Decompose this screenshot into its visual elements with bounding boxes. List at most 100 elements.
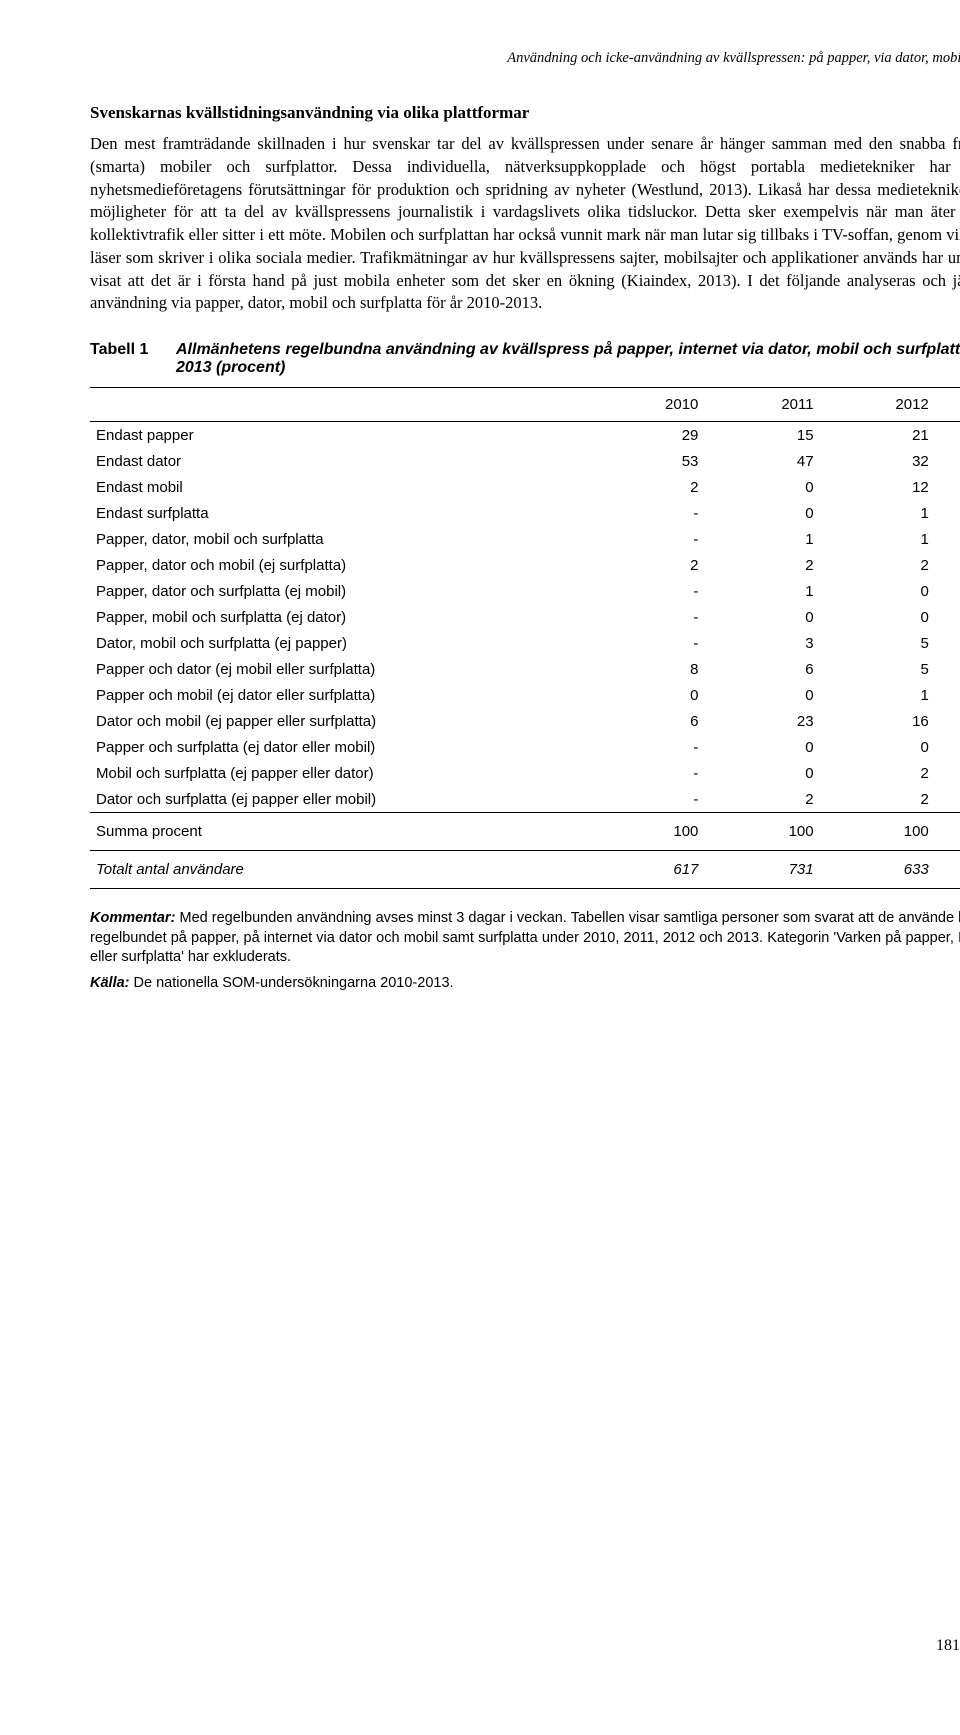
table-row: Papper, dator, mobil och surfplatta-111 (90, 526, 960, 552)
cell: 3 (935, 760, 960, 786)
col-header: 2011 (704, 388, 819, 422)
cell: Summa procent (90, 813, 589, 851)
cell: Papper, dator, mobil och surfplatta (90, 526, 589, 552)
cell: 8 (589, 656, 704, 682)
cell: 2 (589, 474, 704, 500)
cell: 100 (935, 813, 960, 851)
cell: 5 (820, 630, 935, 656)
cell: 17 (935, 422, 960, 449)
cell: - (589, 786, 704, 813)
cell: 100 (589, 813, 704, 851)
table-caption: Tabell 1 Allmänhetens regelbundna använd… (90, 341, 960, 377)
cell: 100 (820, 813, 935, 851)
cell: 2 (935, 682, 960, 708)
table-row: Dator, mobil och surfplatta (ej papper)-… (90, 630, 960, 656)
cell: 53 (589, 448, 704, 474)
cell: Endast mobil (90, 474, 589, 500)
data-table: 2010 2011 2012 2013 Endast papper2915211… (90, 387, 960, 889)
table-row: Papper och dator (ej mobil eller surfpla… (90, 656, 960, 682)
table-row: Papper och mobil (ej dator eller surfpla… (90, 682, 960, 708)
cell: 2 (820, 786, 935, 813)
table-label: Tabell 1 (90, 341, 176, 377)
cell: - (589, 734, 704, 760)
table-source: Källa: De nationella SOM-undersökningarn… (90, 974, 960, 994)
cell: 0 (704, 604, 819, 630)
table-row: Papper, dator och surfplatta (ej mobil)-… (90, 578, 960, 604)
cell: 1 (935, 526, 960, 552)
cell: 2 (704, 786, 819, 813)
cell: 47 (704, 448, 819, 474)
table-row: Endast surfplatta-013 (90, 500, 960, 526)
cell: - (589, 526, 704, 552)
cell: 6 (704, 656, 819, 682)
cell: 15 (704, 422, 819, 449)
cell: Endast surfplatta (90, 500, 589, 526)
cell: Papper, dator och surfplatta (ej mobil) (90, 578, 589, 604)
cell: 0 (935, 734, 960, 760)
cell: 0 (935, 604, 960, 630)
table-row: Papper, mobil och surfplatta (ej dator)-… (90, 604, 960, 630)
cell: 617 (589, 851, 704, 889)
cell: Papper, mobil och surfplatta (ej dator) (90, 604, 589, 630)
cell: 3 (704, 630, 819, 656)
cell: 32 (820, 448, 935, 474)
table-title: Allmänhetens regelbundna användning av k… (176, 341, 960, 377)
cell: 2 (820, 760, 935, 786)
table-commentary: Kommentar: Med regelbunden användning av… (90, 909, 960, 968)
cell: 2 (820, 552, 935, 578)
cell: 2 (704, 552, 819, 578)
cell: Dator, mobil och surfplatta (ej papper) (90, 630, 589, 656)
table-row: Dator och mobil (ej papper eller surfpla… (90, 708, 960, 734)
cell: 4 (935, 656, 960, 682)
source-text: De nationella SOM-undersökningarna 2010-… (130, 975, 454, 991)
cell: 2 (589, 552, 704, 578)
cell: - (589, 760, 704, 786)
cell: 0 (704, 734, 819, 760)
cell: 13 (935, 708, 960, 734)
cell: 0 (820, 734, 935, 760)
cell: Papper och dator (ej mobil eller surfpla… (90, 656, 589, 682)
cell: 1 (704, 578, 819, 604)
cell: - (589, 578, 704, 604)
cell: 633 (820, 851, 935, 889)
cell: 0 (704, 500, 819, 526)
cell: 1 (820, 500, 935, 526)
cell: 0 (589, 682, 704, 708)
cell: 27 (935, 448, 960, 474)
body-paragraph: Den mest framträdande skillnaden i hur s… (90, 133, 960, 315)
cell: Papper, dator och mobil (ej surfplatta) (90, 552, 589, 578)
cell: 12 (820, 474, 935, 500)
cell: 100 (704, 813, 819, 851)
summary-row: Summa procent 100 100 100 100 (90, 813, 960, 851)
col-header: 2010 (589, 388, 704, 422)
cell: 29 (589, 422, 704, 449)
cell: 10 (935, 630, 960, 656)
table-row: Endast dator53473227 (90, 448, 960, 474)
cell: - (589, 630, 704, 656)
cell: Dator och surfplatta (ej papper eller mo… (90, 786, 589, 813)
table-row: Papper och surfplatta (ej dator eller mo… (90, 734, 960, 760)
cell: Mobil och surfplatta (ej papper eller da… (90, 760, 589, 786)
section-heading: Svenskarnas kvällstidningsanvändning via… (90, 103, 960, 123)
cell: 727 (935, 851, 960, 889)
cell: 0 (935, 578, 960, 604)
table-row: Mobil och surfplatta (ej papper eller da… (90, 760, 960, 786)
cell: 1 (820, 526, 935, 552)
cell: Dator och mobil (ej papper eller surfpla… (90, 708, 589, 734)
cell: - (589, 604, 704, 630)
col-header: 2013 (935, 388, 960, 422)
cell: 1 (704, 526, 819, 552)
cell: Papper och surfplatta (ej dator eller mo… (90, 734, 589, 760)
cell: 5 (820, 656, 935, 682)
running-head: Användning och icke-användning av kvälls… (90, 50, 960, 67)
cell: 3 (935, 500, 960, 526)
col-header (90, 388, 589, 422)
table-row: Papper, dator och mobil (ej surfplatta)2… (90, 552, 960, 578)
table-header-row: 2010 2011 2012 2013 (90, 388, 960, 422)
cell: 0 (820, 604, 935, 630)
cell: - (589, 500, 704, 526)
cell: 0 (704, 474, 819, 500)
col-header: 2012 (820, 388, 935, 422)
cell: 0 (704, 682, 819, 708)
source-lead: Källa: (90, 975, 130, 991)
